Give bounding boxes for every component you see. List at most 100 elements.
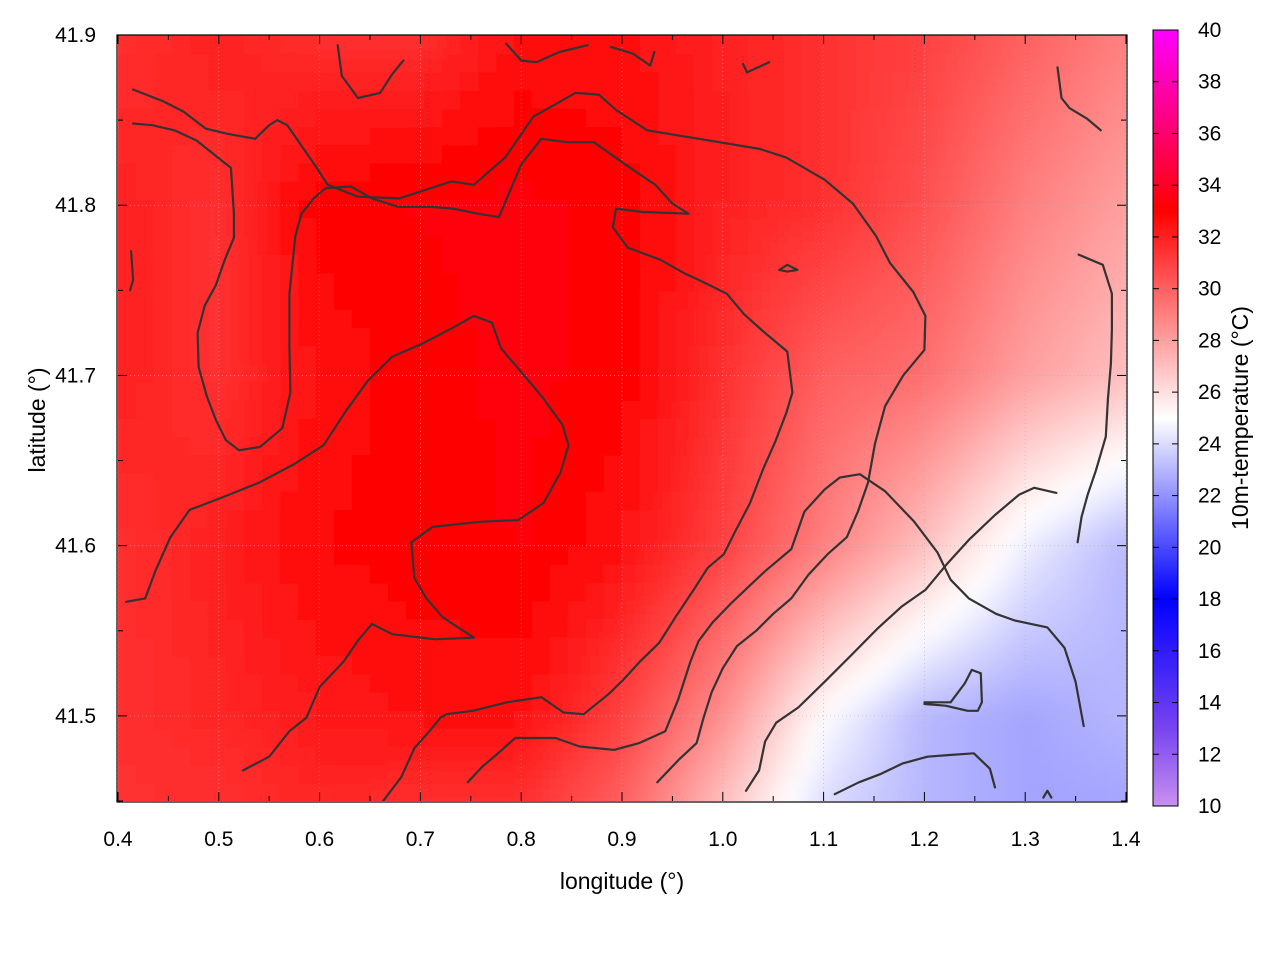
heatmap-cell — [946, 162, 965, 182]
heatmap-cell — [766, 326, 785, 346]
heatmap-cell — [892, 108, 911, 128]
heatmap-cell — [370, 491, 389, 511]
heatmap-cell — [352, 272, 371, 292]
heatmap-cell — [1018, 326, 1037, 346]
heatmap-cell — [1018, 454, 1037, 474]
x-tick-label: 0.4 — [103, 828, 133, 851]
heatmap-cell — [532, 199, 551, 219]
heatmap-cell — [532, 108, 551, 128]
heatmap-cell — [316, 308, 335, 328]
heatmap-cell — [604, 272, 623, 292]
heatmap-cell — [406, 253, 425, 274]
heatmap-cell — [316, 217, 335, 237]
heatmap-cell — [928, 728, 947, 748]
heatmap-cell — [334, 709, 353, 729]
heatmap-cell — [496, 53, 515, 73]
heatmap-cell — [964, 89, 983, 109]
y-tick-label: 41.7 — [55, 364, 96, 387]
heatmap-cell — [1126, 53, 1145, 72]
heatmap-cell — [244, 381, 263, 401]
heatmap-cell — [262, 144, 281, 164]
heatmap-cell — [136, 691, 155, 711]
heatmap-cell — [658, 728, 677, 748]
heatmap-cell — [478, 491, 497, 511]
heatmap-cell — [730, 728, 749, 748]
heatmap-cell — [568, 545, 587, 565]
heatmap-cell — [1126, 181, 1145, 200]
heatmap-cell — [1054, 801, 1073, 820]
heatmap-cell — [568, 454, 587, 474]
heatmap-cell — [928, 290, 947, 310]
heatmap-cell — [1108, 618, 1126, 638]
heatmap-cell — [622, 272, 641, 292]
heatmap-cell — [550, 746, 569, 766]
heatmap-cell — [244, 290, 263, 310]
heatmap-cell — [1108, 472, 1126, 492]
heatmap-cell — [244, 764, 263, 784]
heatmap-cell — [244, 655, 263, 675]
heatmap-cell — [262, 162, 281, 182]
heatmap-cell — [586, 527, 605, 547]
heatmap-cell — [154, 691, 173, 711]
heatmap-cell — [730, 180, 749, 201]
heatmap-cell — [136, 180, 155, 201]
heatmap-cell — [190, 782, 209, 801]
heatmap-cell — [460, 691, 479, 711]
heatmap-cell — [118, 509, 137, 529]
heatmap-cell — [370, 709, 389, 729]
heatmap-cell — [694, 308, 713, 328]
heatmap-cell — [1108, 144, 1126, 164]
heatmap-cell — [784, 709, 803, 729]
heatmap-cell — [1090, 89, 1109, 109]
heatmap-cell — [262, 709, 281, 729]
heatmap-cell — [1108, 728, 1126, 748]
heatmap-cell — [1126, 473, 1145, 492]
heatmap-cell — [1018, 673, 1037, 693]
heatmap-cell — [280, 89, 299, 109]
heatmap-cell — [568, 418, 587, 438]
heatmap-cell — [694, 290, 713, 310]
heatmap-cell — [622, 308, 641, 328]
heatmap-cell — [514, 545, 533, 565]
heatmap-cell — [802, 782, 821, 801]
heatmap-cell — [730, 491, 749, 511]
heatmap-cell — [460, 217, 479, 237]
heatmap-cell — [820, 399, 839, 419]
heatmap-cell — [712, 399, 731, 419]
heatmap-cell — [946, 326, 965, 346]
heatmap-cell — [874, 655, 893, 675]
heatmap-cell — [748, 290, 767, 310]
heatmap-cell — [244, 491, 263, 511]
heatmap-cell — [496, 563, 515, 584]
heatmap-cell — [730, 801, 749, 820]
heatmap-cell — [604, 235, 623, 255]
heatmap-cell — [730, 108, 749, 128]
heatmap-cell — [658, 144, 677, 164]
heatmap-cell — [1054, 35, 1073, 36]
heatmap-cell — [694, 801, 713, 820]
heatmap-cell — [424, 491, 443, 511]
heatmap-cell — [298, 764, 317, 784]
heatmap-cell — [550, 35, 569, 55]
heatmap-cell — [820, 71, 839, 91]
heatmap-cell — [136, 89, 155, 109]
heatmap-cell — [226, 363, 245, 383]
heatmap-cell — [424, 162, 443, 182]
heatmap-cell — [172, 253, 191, 274]
heatmap-cell — [730, 746, 749, 766]
heatmap-cell — [280, 618, 299, 638]
heatmap-cell — [586, 71, 605, 91]
heatmap-cell — [460, 618, 479, 638]
heatmap-cell — [388, 199, 407, 219]
heatmap-cell — [370, 363, 389, 383]
heatmap-cell — [874, 509, 893, 529]
heatmap-cell — [262, 782, 281, 801]
heatmap-cell — [622, 782, 641, 801]
heatmap-cell — [370, 53, 389, 73]
heatmap-cell — [820, 746, 839, 766]
heatmap-cell — [118, 35, 119, 36]
heatmap-cell — [748, 399, 767, 419]
heatmap-cell — [874, 108, 893, 128]
heatmap-cell — [568, 180, 587, 201]
